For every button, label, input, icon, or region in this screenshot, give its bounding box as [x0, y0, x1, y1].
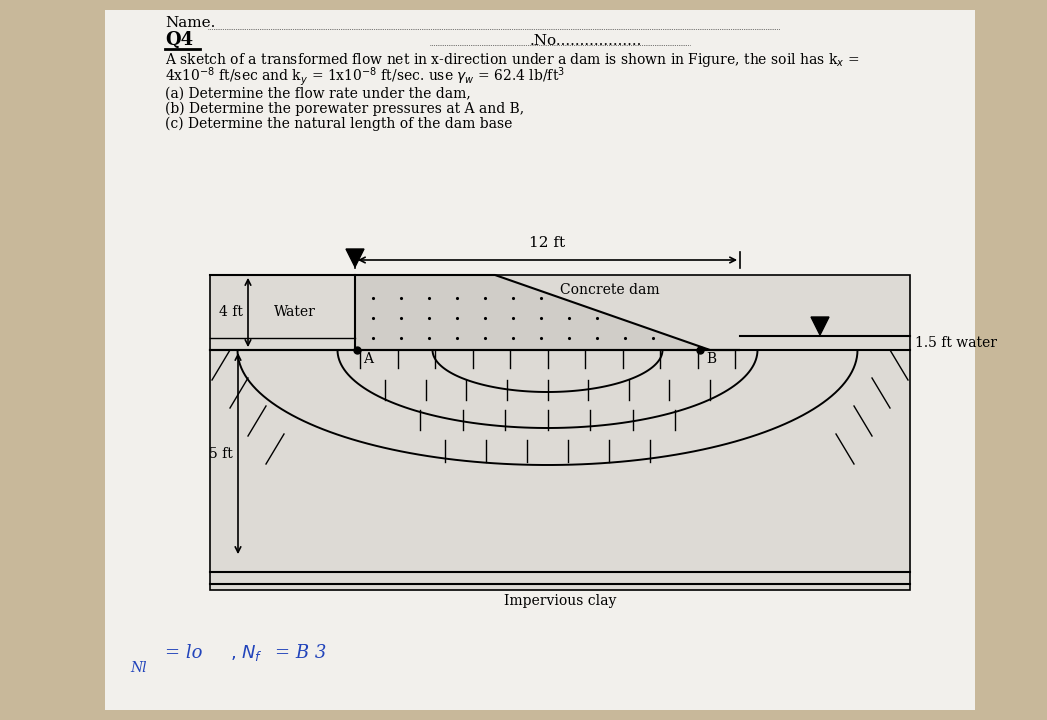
Text: Concrete dam: Concrete dam — [560, 283, 660, 297]
Text: A: A — [363, 352, 373, 366]
Text: = lo: = lo — [165, 644, 202, 662]
Text: 1.5 ft water: 1.5 ft water — [915, 336, 997, 350]
Polygon shape — [355, 275, 740, 350]
Text: .No..................: .No.................. — [530, 34, 643, 48]
Polygon shape — [811, 317, 829, 335]
Text: 5 ft: 5 ft — [209, 446, 233, 461]
Text: B: B — [706, 352, 716, 366]
Text: (c) Determine the natural length of the dam base: (c) Determine the natural length of the … — [165, 117, 512, 131]
Text: A sketch of a transformed flow net in x-direction under a dam is shown in Figure: A sketch of a transformed flow net in x-… — [165, 51, 860, 69]
Text: = B 3: = B 3 — [275, 644, 327, 662]
Text: , $N_f$: , $N_f$ — [230, 643, 263, 663]
Text: (a) Determine the flow rate under the dam,: (a) Determine the flow rate under the da… — [165, 87, 471, 101]
Text: Water: Water — [274, 305, 316, 320]
Polygon shape — [346, 249, 364, 267]
Text: (b) Determine the porewater pressures at A and B,: (b) Determine the porewater pressures at… — [165, 102, 525, 116]
Text: Name.: Name. — [165, 16, 216, 30]
Bar — [105, 10, 975, 710]
Text: 4x10$^{-8}$ ft/sec and k$_y$ = 1x10$^{-8}$ ft/sec. use $\gamma_w$ = 62.4 lb/ft$^: 4x10$^{-8}$ ft/sec and k$_y$ = 1x10$^{-8… — [165, 66, 565, 89]
Text: 12 ft: 12 ft — [530, 236, 565, 250]
Text: Q4: Q4 — [165, 31, 193, 49]
Bar — [210, 275, 910, 590]
Text: Impervious clay: Impervious clay — [504, 594, 617, 608]
Text: 4 ft: 4 ft — [219, 305, 243, 320]
Bar — [210, 275, 355, 365]
Text: Nl: Nl — [130, 661, 147, 675]
